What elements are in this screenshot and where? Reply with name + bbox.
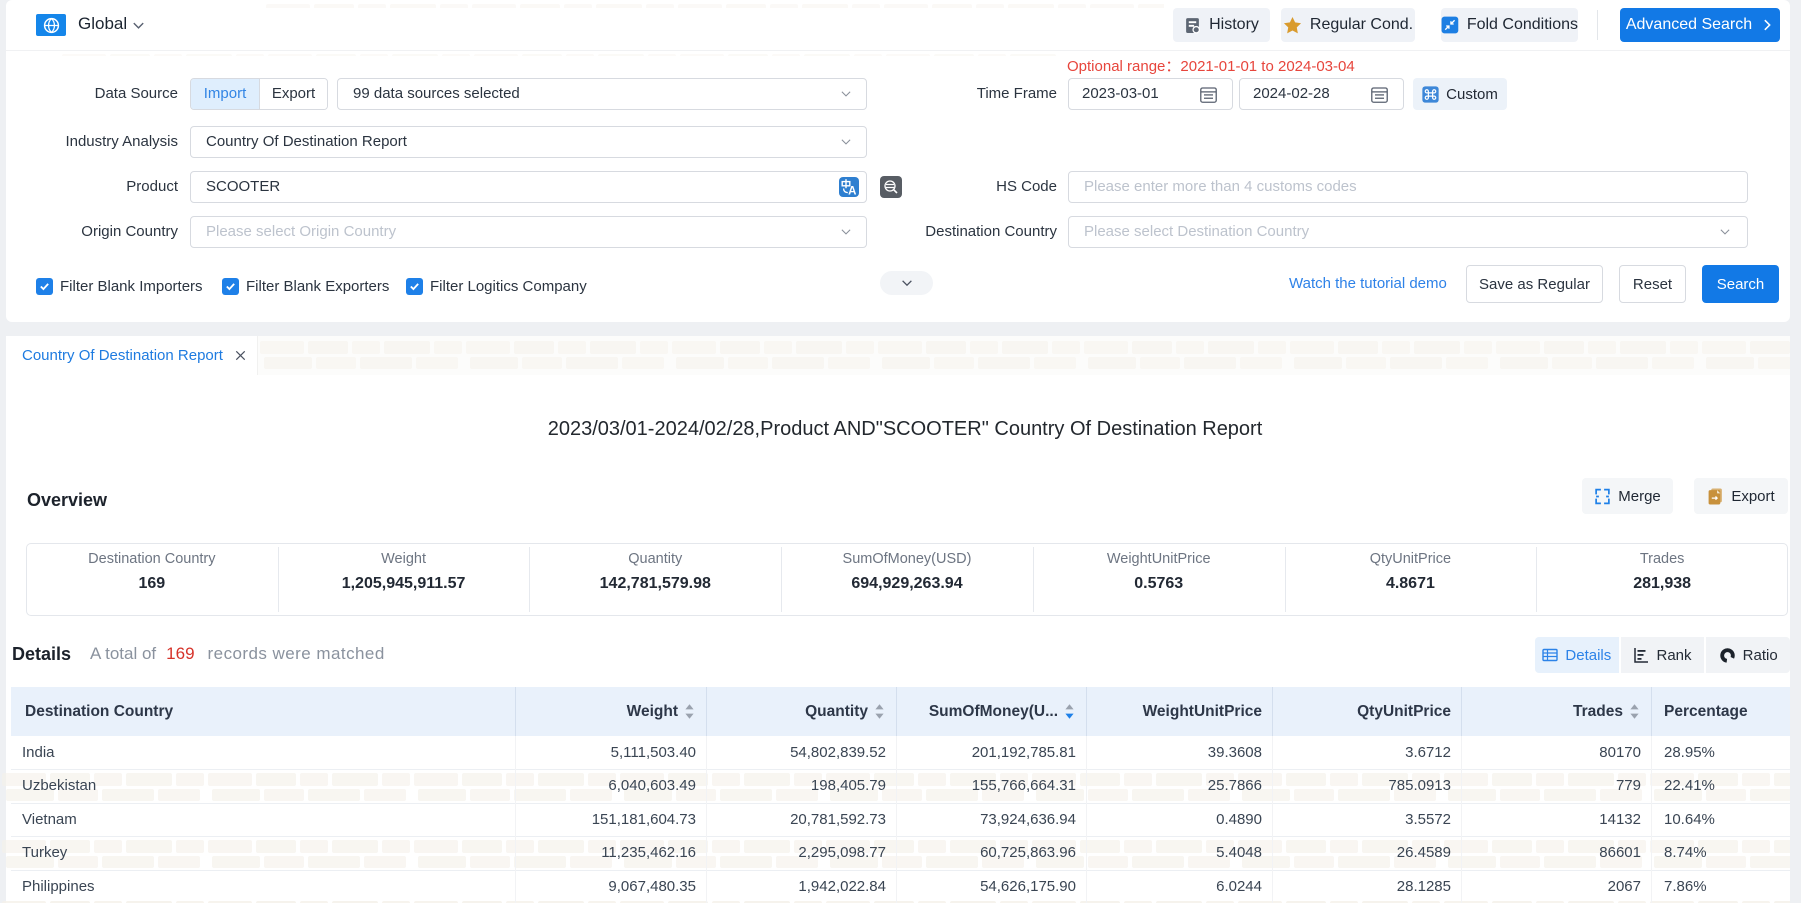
svg-text:A: A [848,186,856,198]
